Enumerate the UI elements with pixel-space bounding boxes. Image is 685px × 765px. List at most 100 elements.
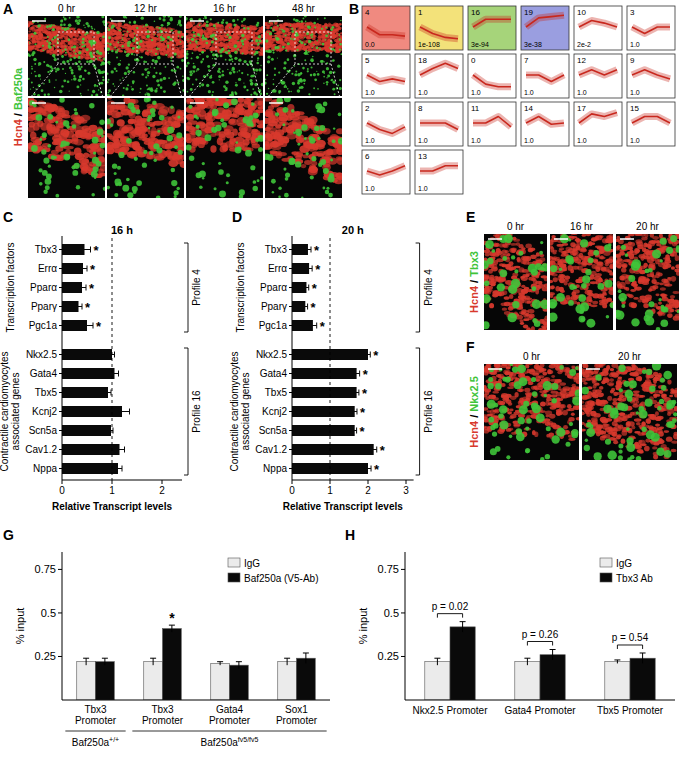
green-signal (95, 93, 98, 96)
red-signal (28, 24, 30, 27)
green-signal (163, 77, 166, 80)
green-signal (71, 46, 73, 48)
green-signal (147, 75, 149, 77)
red-signal (59, 52, 62, 55)
green-signal (176, 66, 179, 69)
red-signal (67, 43, 71, 45)
green-signal (151, 39, 153, 41)
red-signal (82, 129, 88, 135)
green-signal (38, 62, 41, 65)
green-signal (79, 16, 80, 17)
green-signal (48, 46, 51, 49)
green-signal (110, 18, 112, 20)
green-signal (127, 42, 129, 44)
red-signal (154, 53, 158, 56)
green-signal (64, 28, 66, 30)
green-signal (152, 75, 155, 78)
red-signal (129, 33, 134, 36)
green-signal (39, 182, 43, 186)
green-signal (111, 70, 114, 73)
green-signal (82, 38, 85, 41)
green-signal (90, 55, 93, 58)
green-signal (171, 69, 174, 72)
green-signal (48, 42, 51, 45)
red-signal (113, 36, 118, 40)
red-signal (82, 166, 88, 171)
green-signal (94, 86, 95, 87)
green-signal (107, 28, 110, 31)
red-signal (139, 39, 144, 43)
red-signal (170, 55, 174, 59)
red-signal (44, 29, 48, 32)
green-signal (87, 89, 88, 90)
green-signal (86, 48, 89, 51)
green-signal (163, 16, 166, 18)
red-signal (126, 31, 129, 35)
red-signal (29, 27, 32, 31)
green-signal (134, 37, 136, 39)
green-signal (55, 79, 57, 81)
green-signal (78, 51, 81, 54)
green-signal (78, 22, 80, 24)
red-signal (111, 142, 122, 148)
scale-bar (32, 102, 46, 104)
green-signal (132, 39, 135, 42)
green-signal (31, 82, 33, 84)
green-signal (157, 130, 160, 133)
green-signal (70, 69, 73, 72)
green-signal (46, 64, 49, 67)
red-signal (129, 34, 132, 37)
green-signal (122, 39, 124, 41)
green-signal (32, 51, 35, 54)
green-signal (55, 70, 57, 72)
green-signal (75, 53, 77, 55)
green-signal (107, 23, 108, 25)
green-signal (159, 17, 162, 20)
green-signal (102, 79, 104, 81)
green-signal (90, 40, 92, 42)
green-signal (114, 85, 115, 86)
green-signal (151, 50, 152, 51)
green-signal (107, 61, 110, 64)
green-signal (108, 53, 109, 54)
green-signal (86, 22, 89, 25)
green-signal (101, 135, 104, 138)
green-signal (75, 19, 78, 22)
green-signal (179, 24, 182, 27)
green-signal (42, 132, 47, 137)
red-signal (147, 41, 150, 43)
green-signal (51, 38, 53, 40)
red-signal (159, 106, 169, 114)
green-signal (115, 70, 117, 72)
green-signal (178, 55, 179, 56)
time-label: 0 hr (58, 3, 76, 14)
green-signal (40, 78, 41, 79)
red-signal (56, 36, 60, 38)
green-signal (155, 72, 157, 74)
green-signal (89, 103, 94, 108)
green-signal (90, 51, 93, 54)
green-signal (43, 61, 45, 63)
green-signal (162, 18, 165, 21)
green-signal (46, 25, 49, 28)
green-signal (66, 60, 69, 63)
green-signal (158, 48, 159, 49)
red-signal (51, 104, 57, 108)
green-signal (29, 42, 31, 44)
red-signal (61, 45, 66, 48)
red-signal (37, 49, 40, 51)
zoom-line (30, 64, 58, 98)
red-signal (126, 30, 131, 33)
green-signal (145, 61, 147, 63)
micrograph (28, 98, 105, 198)
green-signal (144, 68, 147, 71)
green-signal (170, 17, 173, 20)
red-signal (121, 147, 129, 152)
green-signal (133, 71, 135, 73)
green-signal (60, 24, 63, 27)
red-signal (168, 116, 176, 124)
green-signal (93, 41, 96, 44)
green-signal (123, 87, 125, 89)
green-signal (119, 30, 121, 32)
green-signal (53, 24, 55, 26)
